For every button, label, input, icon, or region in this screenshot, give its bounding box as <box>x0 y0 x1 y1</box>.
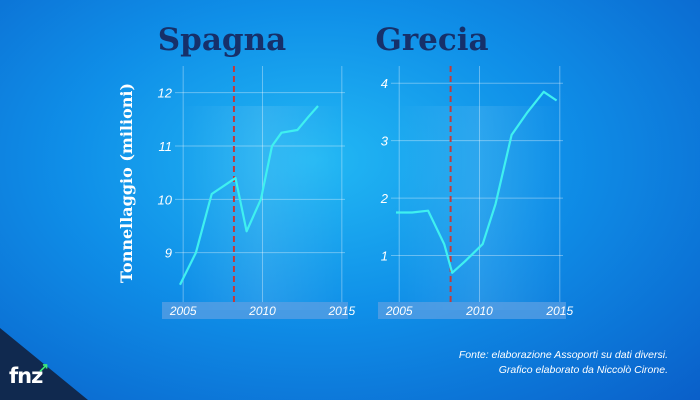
spagna-xtick-label: 2005 <box>169 304 197 318</box>
logo-background <box>0 328 88 400</box>
spagna-xtick-label: 2015 <box>327 304 355 318</box>
grecia-x-axis-band <box>378 302 566 319</box>
spagna-series-line <box>179 105 319 286</box>
spagna-x-axis-band <box>162 302 348 319</box>
grecia-panel-glow <box>396 106 563 310</box>
arrow-up-right-icon: ↗ <box>38 360 49 375</box>
spagna-title: Spagna <box>158 22 286 58</box>
source-line-2: Grafico elaborato da Niccolò Cirone. <box>498 364 668 376</box>
spagna-ytick-label: 10 <box>158 192 173 207</box>
source-line-1: Fonte: elaborazione Assoporti su dati di… <box>458 349 668 361</box>
grecia-ytick-label: 2 <box>380 191 389 206</box>
spagna-xtick-label: 2010 <box>248 304 276 318</box>
spagna-ytick-label: 11 <box>159 139 173 154</box>
grecia-title: Grecia <box>375 22 488 58</box>
grecia-xtick-label: 2010 <box>465 304 493 318</box>
grecia-ytick-label: 4 <box>381 76 388 91</box>
grecia-xtick-label: 2005 <box>385 304 413 318</box>
y-axis-label: Tonnellaggio (milioni) <box>117 83 136 283</box>
grecia-xtick-label: 2015 <box>545 304 573 318</box>
grecia-series-line <box>396 90 558 274</box>
spagna-ytick-label: 9 <box>165 246 172 261</box>
source-note: Fonte: elaborazione Assoporti su dati di… <box>459 348 668 378</box>
grecia-ytick-label: 1 <box>381 249 388 264</box>
spagna-ytick-label: 12 <box>158 86 173 101</box>
logo-text: fnz <box>9 364 43 388</box>
grecia-ytick-label: 3 <box>381 134 389 149</box>
